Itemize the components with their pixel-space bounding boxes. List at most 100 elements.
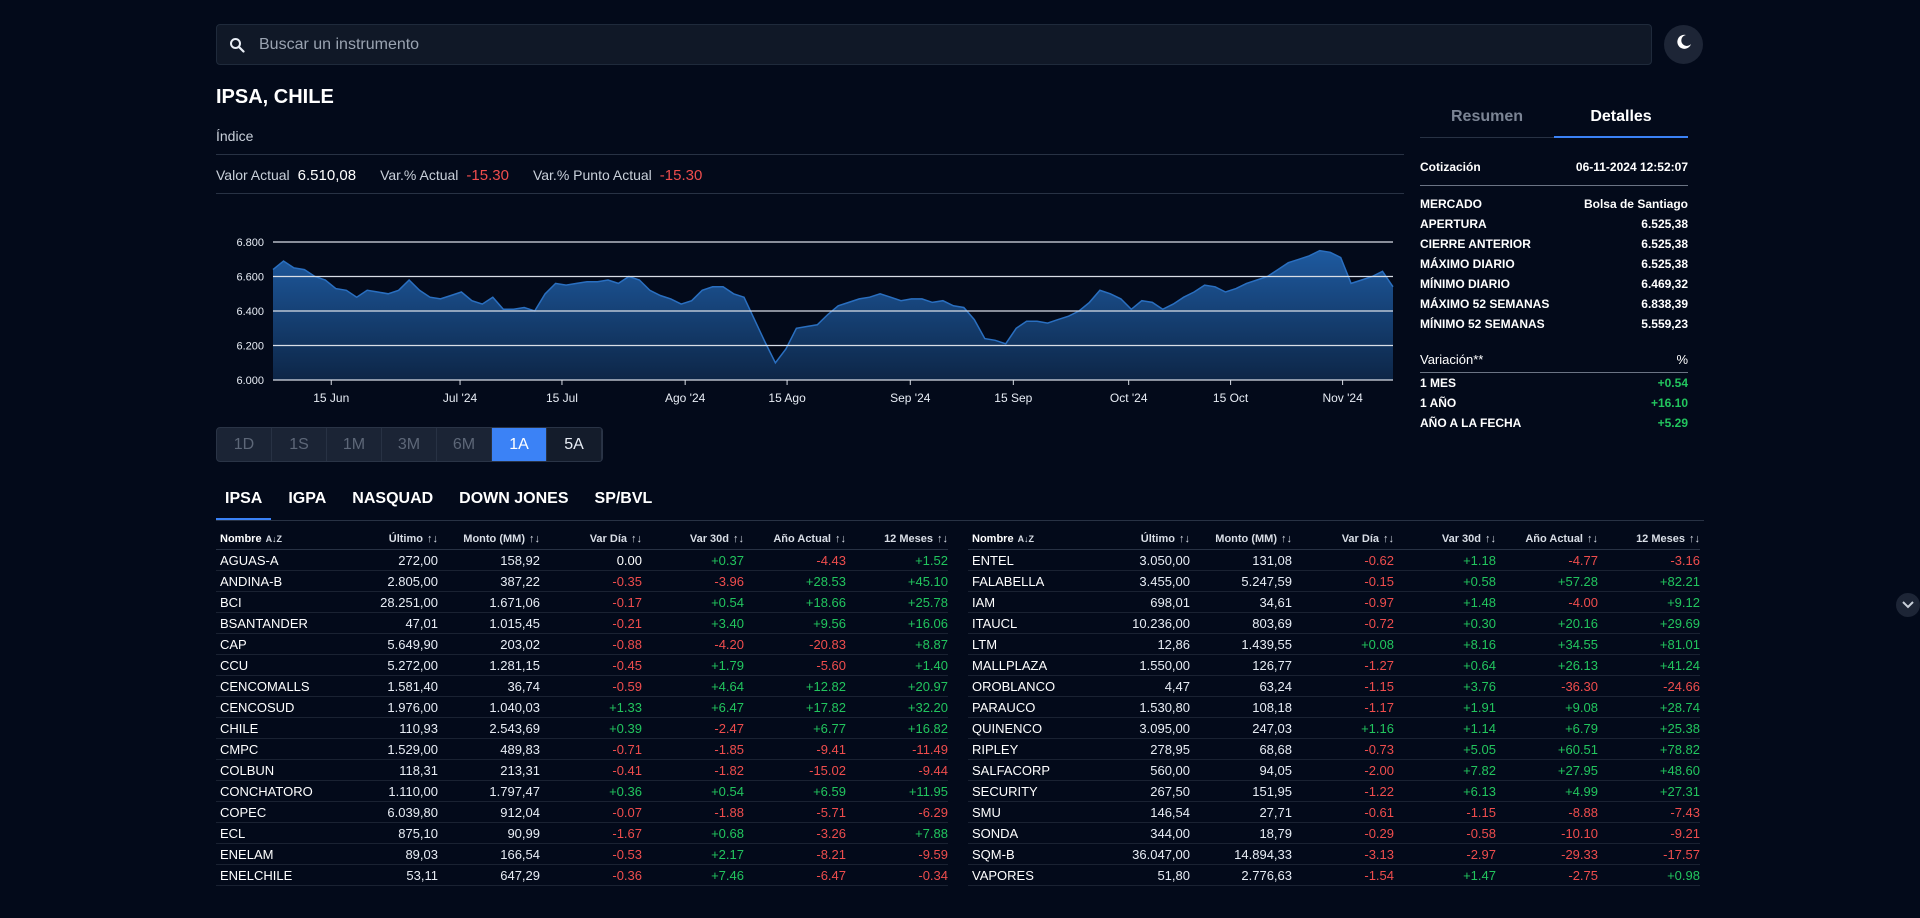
sort-az-icon[interactable]: A↓Z [1017,533,1035,544]
instrument-name[interactable]: SECURITY [972,783,1038,799]
instrument-name[interactable]: COPEC [220,804,267,820]
instrument-name[interactable]: CENCOMALLS [220,678,310,694]
table-row[interactable]: SMU 146,54 27,71 -0.61 -1.15 -8.88 -7.43 [968,802,1700,823]
sort-arrows-icon[interactable]: ↑↓ [937,532,948,545]
tab-igpa[interactable]: IGPA [288,490,327,507]
table-row[interactable]: CENCOMALLS 1.581,40 36,74 -0.59 +4.64 +12.82 +… [216,676,948,697]
instrument-name[interactable]: BSANTANDER [220,615,308,631]
column-header[interactable]: Monto (MM) ↑↓ [1190,533,1292,545]
instrument-name[interactable]: ENELCHILE [220,867,293,883]
sort-arrows-icon[interactable]: ↑↓ [1587,532,1598,545]
column-header[interactable]: 12 Meses ↑↓ [1598,533,1700,545]
instrument-name[interactable]: ANDINA-B [220,573,283,589]
table-row[interactable]: SALFACORP 560,00 94,05 -2.00 +7.82 +27.95 +48.… [968,760,1700,781]
sort-arrows-icon[interactable]: ↑↓ [835,532,846,545]
table-row[interactable]: IAM 698,01 34,61 -0.97 +1.48 -4.00 +9.12 [968,592,1700,613]
range-button-1a[interactable]: 1A [492,428,547,461]
column-header[interactable]: Nombre A↓Z [216,533,346,545]
column-header[interactable]: Monto (MM) ↑↓ [438,533,540,545]
column-header[interactable]: Año Actual ↑↓ [1496,533,1598,545]
sort-arrows-icon[interactable]: ↑↓ [529,532,540,545]
table-row[interactable]: OROBLANCO 4,47 63,24 -1.15 +3.76 -36.30 -24.66 [968,676,1700,697]
table-row[interactable]: ENELCHILE 53,11 647,29 -0.36 +7.46 -6.47 -0.34 [216,865,948,886]
instrument-name[interactable]: SMU [972,804,1001,820]
table-row[interactable]: CENCOSUD 1.976,00 1.040,03 +1.33 +6.47 +17.82… [216,697,948,718]
instrument-name[interactable]: PARAUCO [972,699,1036,715]
instrument-name[interactable]: CONCHATORO [220,783,313,799]
instrument-name[interactable]: ENELAM [220,846,274,862]
instrument-name[interactable]: COLBUN [220,762,275,778]
table-row[interactable]: VAPORES 51,80 2.776,63 -1.54 +1.47 -2.75 +0.98 [968,865,1700,886]
table-row[interactable]: CONCHATORO 1.110,00 1.797,47 +0.36 +0.54 +6.5… [216,781,948,802]
table-row[interactable]: FALABELLA 3.455,00 5.247,59 -0.15 +0.58 +57.2… [968,571,1700,592]
instrument-name[interactable]: AGUAS-A [220,552,279,568]
table-row[interactable]: BCI 28.251,00 1.671,06 -0.17 +0.54 +18.66 +25.… [216,592,948,613]
column-header[interactable]: Año Actual ↑↓ [744,533,846,545]
column-header[interactable]: Nombre A↓Z [968,533,1098,545]
table-row[interactable]: MALLPLAZA 1.550,00 126,77 -1.27 +0.64 +26.13 +… [968,655,1700,676]
instrument-name[interactable]: OROBLANCO [972,678,1056,694]
instrument-name[interactable]: CMPC [220,741,259,757]
instrument-name[interactable]: CAP [220,636,247,652]
instrument-name[interactable]: SQM-B [972,846,1015,862]
table-row[interactable]: PARAUCO 1.530,80 108,18 -1.17 +1.91 +9.08 +28.… [968,697,1700,718]
tab-resumen[interactable]: Resumen [1420,108,1554,138]
table-row[interactable]: ITAUCL 10.236,00 803,69 -0.72 +0.30 +20.16 +29… [968,613,1700,634]
column-header[interactable]: Var Día ↑↓ [1292,533,1394,545]
range-button-6m[interactable]: 6M [437,428,492,461]
sort-az-icon[interactable]: A↓Z [265,533,283,544]
instrument-name[interactable]: MALLPLAZA [972,657,1048,673]
instrument-name[interactable]: ITAUCL [972,615,1018,631]
table-row[interactable]: CAP 5.649,90 203,02 -0.88 -4.20 -20.83 +8.87 [216,634,948,655]
search-input[interactable] [257,35,1651,54]
sort-arrows-icon[interactable]: ↑↓ [1485,532,1496,545]
instrument-name[interactable]: BCI [220,594,242,610]
column-header[interactable]: Var 30d ↑↓ [642,533,744,545]
instrument-name[interactable]: ENTEL [972,552,1014,568]
table-row[interactable]: ANDINA-B 2.805,00 387,22 -0.35 -3.96 +28.53 +4… [216,571,948,592]
column-header[interactable]: Var 30d ↑↓ [1394,533,1496,545]
table-row[interactable]: QUINENCO 3.095,00 247,03 +1.16 +1.14 +6.79 +25… [968,718,1700,739]
table-row[interactable]: CCU 5.272,00 1.281,15 -0.45 +1.79 -5.60 +1.40 [216,655,948,676]
instrument-name[interactable]: IAM [972,594,996,610]
sort-arrows-icon[interactable]: ↑↓ [1179,532,1190,545]
instrument-name[interactable]: CHILE [220,720,259,736]
instrument-name[interactable]: RIPLEY [972,741,1019,757]
instrument-name[interactable]: ECL [220,825,246,841]
column-header[interactable]: Último ↑↓ [346,533,438,545]
table-row[interactable]: ECL 875,10 90,99 -1.67 +0.68 -3.26 +7.88 [216,823,948,844]
sort-arrows-icon[interactable]: ↑↓ [1281,532,1292,545]
range-button-1d[interactable]: 1D [217,428,272,461]
sort-arrows-icon[interactable]: ↑↓ [631,532,642,545]
tab-ipsa[interactable]: IPSA [216,486,272,521]
table-row[interactable]: AGUAS-A 272,00 158,92 0.00 +0.37 -4.43 +1.52 [216,550,948,571]
range-button-1m[interactable]: 1M [327,428,382,461]
sort-arrows-icon[interactable]: ↑↓ [1689,532,1700,545]
sort-arrows-icon[interactable]: ↑↓ [1383,532,1394,545]
tab-down-jones[interactable]: DOWN JONES [459,490,569,507]
instrument-name[interactable]: FALABELLA [972,573,1045,589]
instrument-name[interactable]: SONDA [972,825,1019,841]
range-button-1s[interactable]: 1S [272,428,327,461]
table-row[interactable]: CMPC 1.529,00 489,83 -0.71 -1.85 -9.41 -11.49 [216,739,948,760]
table-row[interactable]: BSANTANDER 47,01 1.015,45 -0.21 +3.40 +9.56 +1… [216,613,948,634]
table-row[interactable]: SONDA 344,00 18,79 -0.29 -0.58 -10.10 -9.21 [968,823,1700,844]
table-row[interactable]: LTM 12,86 1.439,55 +0.08 +8.16 +34.55 +81.01 [968,634,1700,655]
theme-toggle-button[interactable] [1664,25,1703,64]
column-header[interactable]: Último ↑↓ [1098,533,1190,545]
instrument-name[interactable]: CCU [220,657,249,673]
table-row[interactable]: ENELAM 89,03 166,54 -0.53 +2.17 -8.21 -9.59 [216,844,948,865]
tab-detalles[interactable]: Detalles [1554,108,1688,138]
instrument-name[interactable]: QUINENCO [972,720,1043,736]
tab-nasquad[interactable]: NASQUAD [352,490,434,507]
table-row[interactable]: CHILE 110,93 2.543,69 +0.39 -2.47 +6.77 +16.82 [216,718,948,739]
sort-arrows-icon[interactable]: ↑↓ [427,532,438,545]
table-row[interactable]: SECURITY 267,50 151,95 -1.22 +6.13 +4.99 +27.3… [968,781,1700,802]
price-chart[interactable]: 6.800 6.600 6.400 6.200 6.000 15 Jun Jul '24 15… [216,226,1396,416]
instrument-name[interactable]: LTM [972,636,998,652]
table-row[interactable]: RIPLEY 278,95 68,68 -0.73 +5.05 +60.51 +78.82 [968,739,1700,760]
instrument-name[interactable]: SALFACORP [972,762,1051,778]
table-row[interactable]: COPEC 6.039,80 912,04 -0.07 -1.88 -5.71 -6.29 [216,802,948,823]
table-row[interactable]: SQM-B 36.047,00 14.894,33 -3.13 -2.97 -29.33 -… [968,844,1700,865]
instrument-name[interactable]: CENCOSUD [220,699,295,715]
